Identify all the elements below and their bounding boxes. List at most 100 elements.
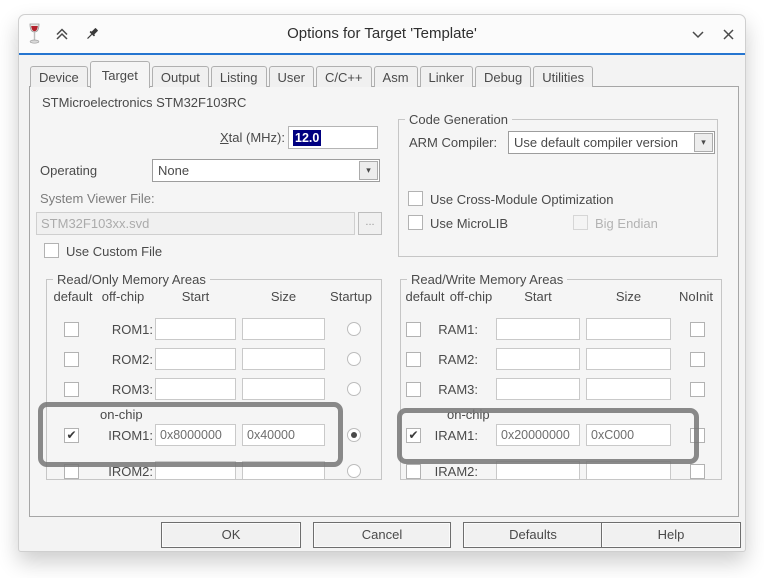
iram1-size-input[interactable] <box>586 424 671 446</box>
rom3-startup-radio[interactable] <box>347 382 361 396</box>
ram1-label: RAM1: <box>438 322 478 337</box>
irom1-size-input[interactable] <box>242 424 325 446</box>
iram2-size-input[interactable] <box>586 461 671 479</box>
iram2-noinit-checkbox[interactable] <box>690 464 705 479</box>
tab-asm[interactable]: Asm <box>373 66 418 87</box>
wine-app-icon <box>23 23 45 45</box>
xtal-label: Xtal (MHz): <box>219 130 285 145</box>
irom2-startup-radio[interactable] <box>347 464 361 478</box>
ram-onchip-label: on-chip <box>447 407 490 422</box>
rom1-startup-radio[interactable] <box>347 322 361 336</box>
ram-header-offchip: off-chip <box>449 289 493 304</box>
arm-compiler-dropdown-icon[interactable]: ▾ <box>694 133 713 152</box>
ram2-size-input[interactable] <box>586 348 671 370</box>
iram1-start-input[interactable] <box>496 424 580 446</box>
iram2-default-checkbox[interactable] <box>406 464 421 479</box>
ram2-default-checkbox[interactable] <box>406 352 421 367</box>
big-endian-label: Big Endian <box>595 216 658 231</box>
iram1-check-icon: ✔ <box>408 428 419 442</box>
arm-compiler-label: ARM Compiler: <box>409 135 498 150</box>
shade-chevron-down-icon[interactable] <box>687 23 709 45</box>
system-viewer-label: System Viewer File: <box>40 191 155 206</box>
ram1-size-input[interactable] <box>586 318 671 340</box>
rom3-default-checkbox[interactable] <box>64 382 79 397</box>
ram1-noinit-checkbox[interactable] <box>690 322 705 337</box>
iram2-start-input[interactable] <box>496 461 580 479</box>
tab-output[interactable]: Output <box>151 66 209 87</box>
rom2-default-checkbox[interactable] <box>64 352 79 367</box>
tab-user[interactable]: User <box>268 66 314 87</box>
titlebar-accent-line <box>19 53 745 55</box>
cross-module-checkbox[interactable] <box>408 191 423 206</box>
rom-header-startup: Startup <box>330 289 372 304</box>
operating-combobox[interactable]: None ▾ <box>152 159 380 182</box>
ram-header-default: default <box>405 289 445 304</box>
browse-button[interactable]: ... <box>358 212 382 235</box>
defaults-button[interactable]: Defaults <box>463 522 603 548</box>
ram3-start-input[interactable] <box>496 378 580 400</box>
tab-debug[interactable]: Debug <box>474 66 532 87</box>
code-generation-group: Code Generation ARM Compiler: Use defaul… <box>398 112 718 257</box>
irom2-start-input[interactable] <box>155 461 236 479</box>
ram1-start-input[interactable] <box>496 318 580 340</box>
irom1-startup-radio[interactable] <box>347 428 361 442</box>
close-icon[interactable] <box>717 23 739 45</box>
ram-areas-clip: default off-chip Start Size NoInit RAM1:… <box>401 280 721 479</box>
tab-linker[interactable]: Linker <box>419 66 473 87</box>
rom2-start-input[interactable] <box>155 348 236 370</box>
ram-header-size: Size <box>615 289 642 304</box>
iram2-label: IRAM2: <box>434 464 478 479</box>
rom-areas-group: Read/Only Memory Areas default off-chip … <box>46 272 382 480</box>
operating-dropdown-icon[interactable]: ▾ <box>359 161 378 180</box>
ok-button[interactable]: OK <box>161 522 301 548</box>
irom1-default-checkbox[interactable]: ✔ <box>64 428 79 443</box>
ram2-start-input[interactable] <box>496 348 580 370</box>
arm-compiler-value: Use default compiler version <box>514 135 679 150</box>
use-custom-file-checkbox[interactable] <box>44 243 59 258</box>
arm-compiler-combobox[interactable]: Use default compiler version ▾ <box>508 131 715 154</box>
ram3-size-input[interactable] <box>586 378 671 400</box>
tab-cpp[interactable]: C/C++ <box>315 66 372 87</box>
microlib-label: Use MicroLIB <box>430 216 509 231</box>
operating-value: None <box>158 163 190 178</box>
rom3-label: ROM3: <box>111 382 153 397</box>
rom-header-start: Start <box>181 289 210 304</box>
iram1-label: IRAM1: <box>434 428 478 443</box>
help-button[interactable]: Help <box>601 522 741 548</box>
rom3-start-input[interactable] <box>155 378 236 400</box>
big-endian-checkbox <box>573 215 588 230</box>
rom3-size-input[interactable] <box>242 378 325 400</box>
rom1-start-input[interactable] <box>155 318 236 340</box>
tab-target[interactable]: Target <box>89 61 150 88</box>
rom-areas-title: Read/Only Memory Areas <box>53 272 210 287</box>
system-viewer-file-field: STM32F103xx.svd <box>36 212 355 235</box>
rom2-startup-radio[interactable] <box>347 352 361 366</box>
tab-listing[interactable]: Listing <box>210 66 267 87</box>
iram1-default-checkbox[interactable]: ✔ <box>406 428 421 443</box>
xtal-input[interactable]: 12.0 <box>288 126 378 149</box>
ram3-noinit-checkbox[interactable] <box>690 382 705 397</box>
irom2-size-input[interactable] <box>242 461 325 479</box>
iram1-noinit-checkbox[interactable] <box>690 428 705 443</box>
cancel-button[interactable]: Cancel <box>313 522 451 548</box>
rom1-default-checkbox[interactable] <box>64 322 79 337</box>
rom2-label: ROM2: <box>111 352 153 367</box>
tab-device[interactable]: Device <box>30 66 88 87</box>
ram1-default-checkbox[interactable] <box>406 322 421 337</box>
ram3-default-checkbox[interactable] <box>406 382 421 397</box>
rom-areas-clip: default off-chip Start Size Startup ROM1… <box>47 280 381 479</box>
irom1-check-icon: ✔ <box>66 428 77 442</box>
irom2-default-checkbox[interactable] <box>64 464 79 479</box>
rom2-size-input[interactable] <box>242 348 325 370</box>
rom1-size-input[interactable] <box>242 318 325 340</box>
cross-module-label: Use Cross-Module Optimization <box>430 192 614 207</box>
irom2-label: IROM2: <box>108 464 153 479</box>
tab-utilities[interactable]: Utilities <box>533 66 594 87</box>
microlib-checkbox[interactable] <box>408 215 423 230</box>
irom1-start-input[interactable] <box>155 424 236 446</box>
pin-icon[interactable] <box>81 23 103 45</box>
ram2-noinit-checkbox[interactable] <box>690 352 705 367</box>
keep-above-icon[interactable] <box>51 23 73 45</box>
titlebar[interactable]: Options for Target 'Template' <box>19 15 745 53</box>
xtal-selected-text: 12.0 <box>293 130 322 146</box>
